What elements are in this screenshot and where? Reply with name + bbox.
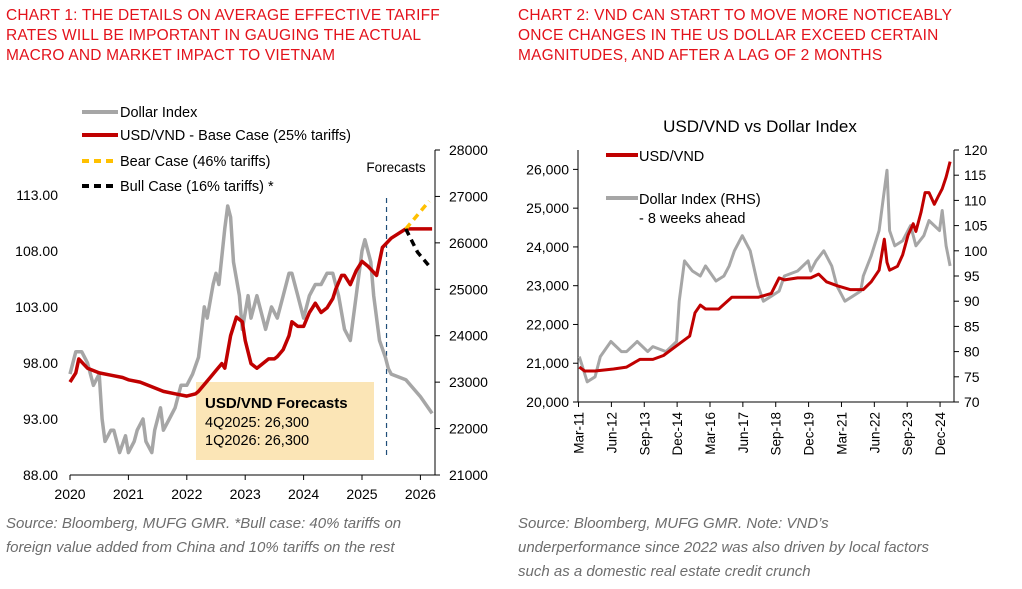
legend-label: Bull Case (16% tariffs) * [120,179,274,195]
x-axis-tick-label: 2024 [288,486,319,502]
right-axis-tick-label: 90 [964,293,980,309]
series-line [577,168,952,384]
legend-label: Bear Case (46% tariffs) [120,154,270,170]
chart2-plot: USD/VND vs Dollar Index 20,000 21,000 22,00… [526,117,988,456]
right-axis-tick-label: 120 [964,142,988,158]
legend-label: Dollar Index [120,105,198,121]
forecast-box-line: 4Q2025: 26,300 [205,415,309,431]
right-axis-tick-label: 110 [964,192,987,208]
right-axis-tick-label: 115 [964,167,987,183]
left-axis-tick-label: 26,000 [526,161,569,177]
chart1-source-line: foreign value added from China and 10% t… [6,539,395,556]
legend-label: Dollar Index (RHS) [639,192,761,208]
right-axis-tick-label: 21000 [449,467,488,483]
legend-label: USD/VND [639,149,704,165]
left-axis-tick-label: 103.00 [15,299,58,315]
chart2-panel: CHART 2: VND CAN START TO MOVE MORE NOTI… [512,0,1022,589]
chart1-plot: USD/VND Forecasts 4Q2025: 26,300 1Q2026: 2… [15,105,488,502]
series-line [68,227,433,398]
x-axis-tick-label: Jun-12 [604,412,619,453]
x-axis-tick-label: Jun-22 [867,412,882,453]
left-axis-tick-label: 21,000 [526,355,569,371]
left-axis-tick-label: 24,000 [526,239,569,255]
x-axis-tick-label: 2020 [54,486,85,502]
right-axis-tick-label: 75 [964,369,980,385]
chart1-title-line: RATES WILL BE IMPORTANT IN GAUGING THE A… [6,27,422,44]
x-axis-tick-label: Mar-21 [834,412,849,455]
right-axis-tick-label: 95 [964,268,980,284]
right-axis-tick-label: 25000 [449,281,488,297]
series-line [404,199,431,231]
x-axis-tick-label: Mar-16 [703,412,718,455]
forecast-box-heading: USD/VND Forecasts [205,395,348,412]
chart1-source-line: Source: Bloomberg, MUFG GMR. *Bull case:… [6,515,402,532]
chart2-source-line: such as a domestic real estate credit cr… [518,563,811,580]
forecast-box [196,382,374,460]
forecasts-label: Forecasts [366,160,426,175]
left-axis-tick-label: 108.00 [15,243,58,259]
x-axis-tick-label: 2021 [113,486,144,502]
x-axis-tick-label: Dec-19 [802,412,817,456]
right-axis-tick-label: 27000 [449,188,488,204]
chart1-title: CHART 1: THE DETAILS ON AVERAGE EFFECTIV… [6,6,501,66]
x-axis-tick-label: Jun-17 [736,412,751,453]
chart2-source-line: underperformance since 2022 was also dri… [518,539,930,556]
right-axis-tick-label: 23000 [449,374,488,390]
right-axis-tick-label: 24000 [449,328,488,344]
chart2-source: Source: Bloomberg, MUFG GMR. Note: VND’s… [518,512,929,584]
left-axis-tick-label: 113.00 [16,187,58,203]
chart1-title-line: MACRO AND MARKET IMPACT TO VIETNAM [6,47,336,64]
right-axis-tick-label: 100 [964,243,988,259]
chart2-title: CHART 2: VND CAN START TO MOVE MORE NOTI… [518,6,1013,66]
chart2-title-line: ONCE CHANGES IN THE US DOLLAR EXCEED CER… [518,27,939,44]
chart1-panel: CHART 1: THE DETAILS ON AVERAGE EFFECTIV… [0,0,505,589]
chart1-source: Source: Bloomberg, MUFG GMR. *Bull case:… [6,512,401,560]
x-axis-tick-label: Sep-13 [637,412,652,456]
left-axis-tick-label: 20,000 [526,394,569,410]
chart2-source-line: Source: Bloomberg, MUFG GMR. Note: VND’s [518,515,829,532]
series-line [68,204,434,455]
right-axis-tick-label: 22000 [449,421,488,437]
left-axis-tick-label: 22,000 [526,316,569,332]
x-axis-tick-label: 2025 [346,486,377,502]
series-line [404,228,431,268]
left-axis-tick-label: 25,000 [526,200,569,216]
x-axis-tick-label: Sep-23 [900,412,915,456]
right-axis-tick-label: 105 [964,218,988,234]
x-axis-tick-label: Dec-14 [670,412,685,456]
right-axis-tick-label: 26000 [449,235,488,251]
legend-label: USD/VND - Base Case (25% tariffs) [120,128,351,144]
chart2-title-line: MAGNITUDES, AND AFTER A LAG OF 2 MONTHS [518,47,883,64]
chart1-title-line: CHART 1: THE DETAILS ON AVERAGE EFFECTIV… [6,7,440,24]
forecast-box-line: 1Q2026: 26,300 [205,433,309,449]
left-axis-tick-label: 23,000 [526,278,569,294]
x-axis-tick-label: 2022 [171,486,202,502]
x-axis-tick-label: Mar-11 [572,412,587,454]
left-axis-tick-label: 98.00 [23,355,58,371]
left-axis-tick-label: 88.00 [23,467,58,483]
left-axis-tick-label: 93.00 [23,411,58,427]
chart2-plot-title: USD/VND vs Dollar Index [663,117,857,136]
right-axis-tick-label: 70 [964,394,980,410]
x-axis-tick-label: 2026 [405,486,436,502]
right-axis-tick-label: 80 [964,344,980,360]
series-line [578,161,952,373]
right-axis-tick-label: 28000 [449,142,488,158]
x-axis-tick-label: Dec-24 [933,412,948,456]
chart2-title-line: CHART 2: VND CAN START TO MOVE MORE NOTI… [518,7,953,24]
x-axis-tick-label: Sep-18 [769,412,784,456]
legend-note: - 8 weeks ahead [639,211,745,227]
right-axis-tick-label: 85 [964,318,980,334]
x-axis-tick-label: 2023 [230,486,261,502]
